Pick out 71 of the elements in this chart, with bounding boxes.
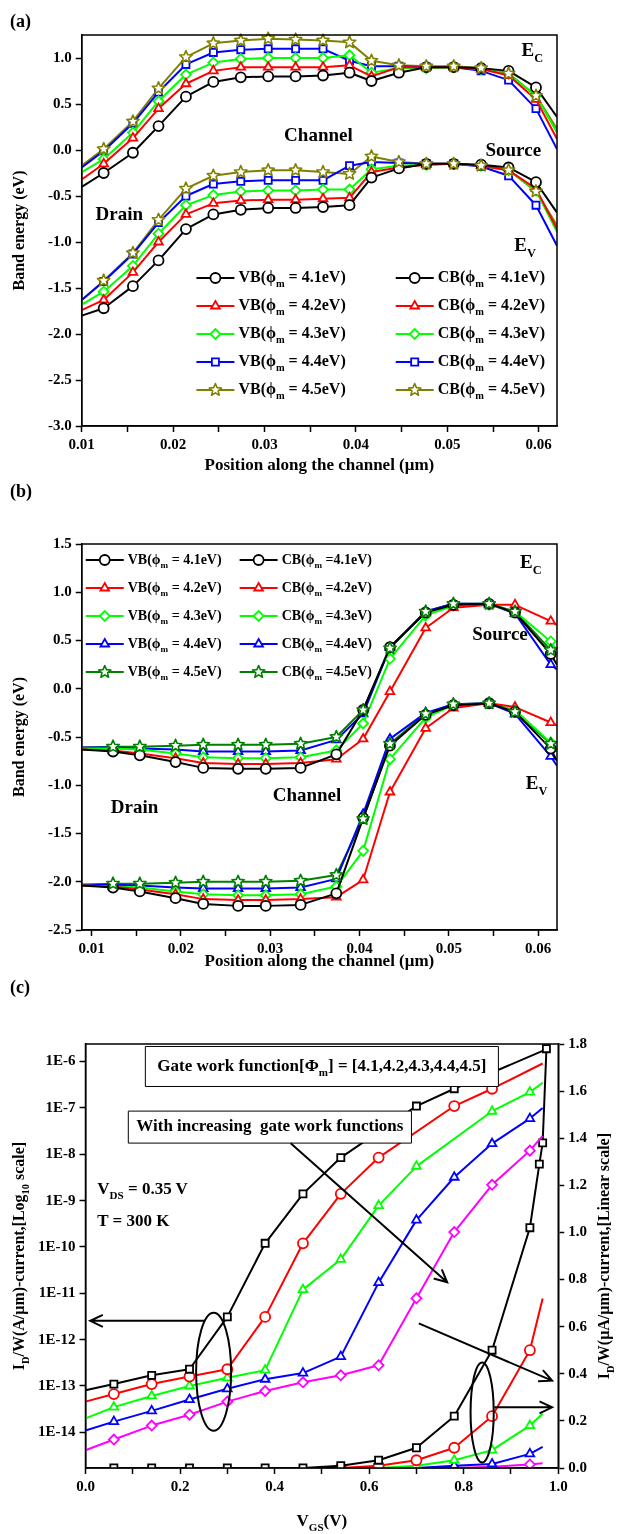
y2-axis-title: ID/W(μA/μm)-current,[Linear scale]: [595, 1132, 616, 1380]
y2-tick-label: 1.2: [568, 1176, 587, 1193]
y-tick-label: -1.0: [48, 232, 72, 249]
x-tick-label: 0.04: [342, 435, 370, 452]
chart-title: (b): [10, 480, 32, 502]
y-tick-label: -0.5: [48, 727, 72, 744]
y-axis-title: Band energy (eV): [10, 170, 29, 291]
y2-tick-label: 0.8: [568, 1270, 587, 1287]
x-tick-label: 0.03: [251, 435, 278, 452]
x-tick-label: 0.03: [257, 939, 284, 956]
y-axis-title: ID/W(A/μm)-current,[Log10 scale]: [10, 1141, 31, 1371]
y-tick-label: -2.0: [48, 324, 72, 341]
chart-title: (a): [10, 10, 31, 32]
y2-tick-label: 1.4: [568, 1129, 588, 1146]
annotation: Channel: [284, 124, 353, 146]
y-tick-label: 1E-9: [45, 1191, 76, 1208]
y-tick-label: -2.5: [48, 370, 72, 387]
y-tick-label: 1E-12: [38, 1330, 76, 1347]
y-tick-label: -2.0: [48, 872, 72, 889]
y2-tick-label: 1.0: [568, 1223, 587, 1240]
x-tick-label: 0.04: [346, 939, 374, 956]
y-tick-label: 1E-8: [45, 1145, 76, 1162]
y-tick-label: -1.5: [48, 824, 72, 841]
x-tick-label: 0.06: [525, 939, 552, 956]
x-tick-label: 0.05: [435, 939, 463, 956]
y-tick-label: 1E-7: [45, 1098, 76, 1115]
x-tick-label: 0.2: [170, 1477, 190, 1494]
y2-tick-label: 0.4: [568, 1364, 588, 1381]
y-tick-label: 1E-14: [38, 1423, 76, 1440]
y-tick-label: 1E-6: [45, 1052, 76, 1069]
annotation: T = 300 K: [97, 1211, 171, 1231]
x-tick-label: 0.8: [454, 1477, 474, 1494]
x-tick-label: 0.02: [167, 939, 195, 956]
y-tick-label: 1.0: [53, 48, 72, 65]
annotation: Source: [472, 622, 528, 644]
x-tick-label: 0.06: [525, 435, 553, 452]
y-tick-label: -1.5: [48, 278, 72, 295]
x-axis-title: Position along the channel (μm): [204, 455, 435, 475]
y-tick-label: -0.5: [48, 186, 72, 203]
x-tick-label: 0.02: [160, 435, 187, 452]
y-tick-label: 0.0: [53, 679, 72, 696]
y-tick-label: 1E-10: [38, 1237, 76, 1254]
y-tick-label: 1E-11: [38, 1284, 76, 1301]
x-tick-label: 0.6: [359, 1477, 380, 1494]
annotation: Drain: [95, 203, 144, 225]
x-tick-label: 0.0: [76, 1477, 95, 1494]
y2-tick-label: 0.0: [568, 1458, 587, 1475]
y-tick-label: 0.5: [53, 94, 72, 111]
y-tick-label: 0.5: [53, 631, 72, 648]
y-axis-title: Band energy (eV): [10, 677, 29, 797]
y2-tick-label: 1.6: [568, 1081, 588, 1098]
y2-tick-label: 0.2: [568, 1411, 587, 1428]
x-tick-label: 1.0: [548, 1477, 568, 1494]
y2-tick-label: 1.8: [568, 1034, 587, 1051]
y2-tick-label: 0.6: [568, 1317, 588, 1334]
annotation: Channel: [272, 783, 342, 805]
x-tick-label: 0.01: [78, 939, 105, 956]
chart-title: (c): [10, 976, 30, 998]
annotation: Drain: [110, 796, 159, 818]
y-tick-label: 1.0: [53, 583, 72, 600]
y-tick-label: -3.0: [48, 416, 72, 433]
y-tick-label: 0.0: [53, 140, 72, 157]
x-tick-label: 0.05: [434, 435, 461, 452]
x-tick-label: 0.01: [68, 435, 95, 452]
annotation: Source: [485, 138, 542, 160]
annotation: With increasing gate work functions: [136, 1116, 404, 1136]
y-tick-label: -2.5: [48, 920, 72, 937]
x-tick-label: 0.4: [265, 1477, 285, 1494]
y-tick-label: -1.0: [48, 776, 72, 793]
y-tick-label: 1E-13: [38, 1376, 76, 1393]
y-tick-label: 1.5: [53, 534, 72, 551]
